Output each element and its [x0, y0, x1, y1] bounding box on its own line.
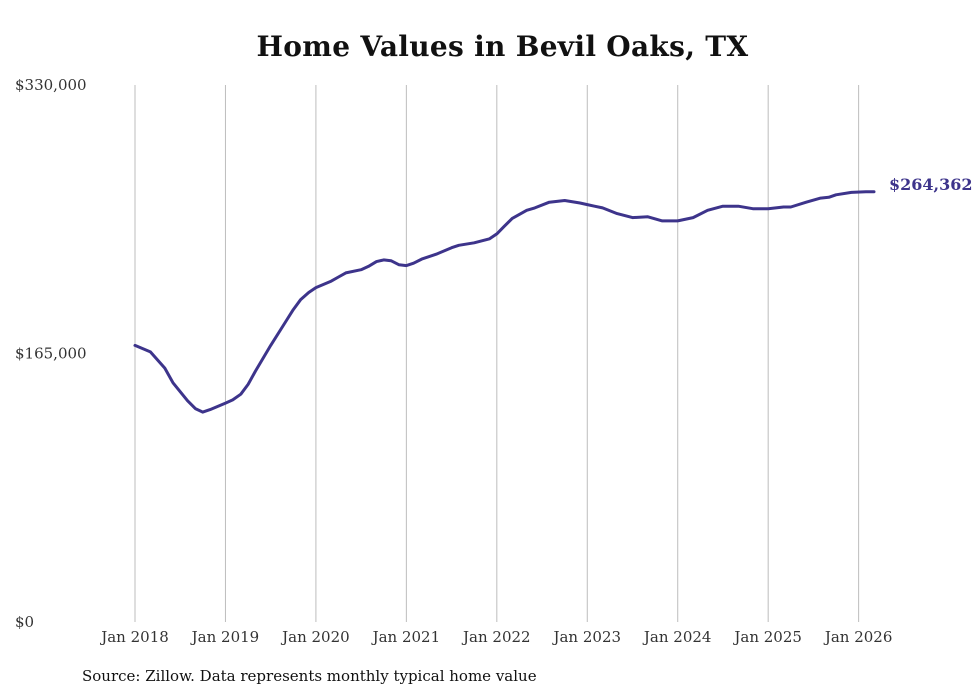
- x-tick-label: Jan 2022: [461, 628, 531, 646]
- x-tick-label: Jan 2018: [99, 628, 169, 646]
- x-tick-label: Jan 2024: [642, 628, 712, 646]
- x-tick-label: Jan 2023: [551, 628, 621, 646]
- chart-title: Home Values in Bevil Oaks, TX: [256, 30, 749, 63]
- x-tick-label: Jan 2021: [371, 628, 441, 646]
- y-tick-label: $0: [15, 613, 34, 631]
- y-tick-label: $330,000: [15, 76, 87, 94]
- x-tick-label: Jan 2025: [732, 628, 802, 646]
- x-tick-label: Jan 2020: [280, 628, 350, 646]
- x-tick-label: Jan 2019: [190, 628, 260, 646]
- series: [133, 190, 876, 414]
- y-tick-label: $165,000: [15, 345, 87, 363]
- series-line: [133, 190, 876, 414]
- source-note: Source: Zillow. Data represents monthly …: [82, 667, 537, 685]
- y-axis-ticks: $0 $165,000 $330,000: [15, 76, 87, 631]
- x-tick-label: Jan 2026: [823, 628, 893, 646]
- end-value-label: $264,362: [889, 175, 973, 194]
- gridlines: [134, 85, 860, 622]
- annotations: $264,362: [889, 175, 973, 194]
- x-axis-ticks: Jan 2018 Jan 2019 Jan 2020 Jan 2021 Jan 2022…: [99, 628, 892, 646]
